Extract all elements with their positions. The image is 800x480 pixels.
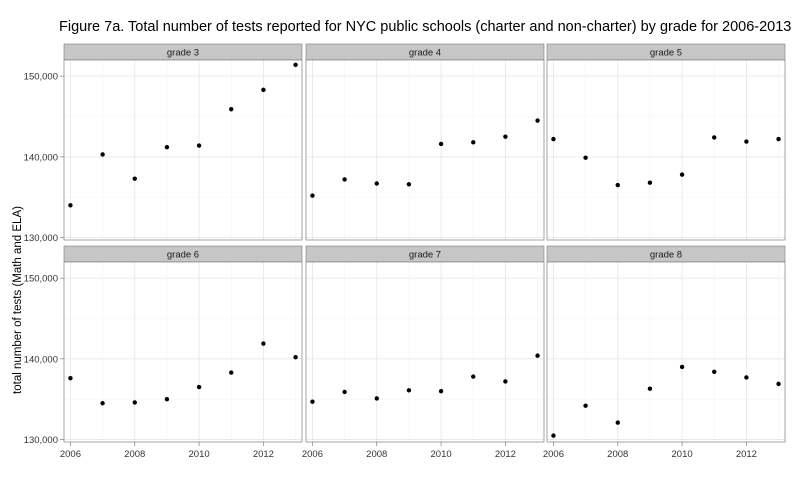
panel-border — [63, 59, 303, 241]
facet-panel-grade-4: grade 4 — [305, 43, 545, 241]
panel-background — [547, 60, 785, 240]
data-point — [229, 370, 234, 375]
facet-panel-grade-6: grade 6 130,000 140,000 150,000 2006 2008 2010… — [24, 245, 303, 460]
data-point — [342, 177, 347, 182]
data-point — [583, 155, 588, 160]
x-tick-label: 2012 — [253, 449, 274, 460]
data-point — [164, 144, 170, 150]
x-tick-label: 2006 — [60, 449, 81, 460]
facet-strip-label: grade 7 — [409, 250, 441, 261]
data-point — [374, 396, 379, 401]
facet-strip-label: grade 8 — [650, 250, 682, 261]
data-point — [471, 140, 476, 145]
data-point — [406, 388, 412, 393]
data-point — [583, 403, 588, 408]
panel-background — [547, 262, 785, 442]
data-point — [196, 143, 202, 148]
data-point — [100, 401, 105, 406]
facet-strip-label: grade 6 — [167, 250, 199, 261]
data-point — [503, 134, 508, 139]
x-tick-label: 2006 — [543, 449, 564, 460]
x-tick-label: 2008 — [366, 449, 387, 460]
data-point — [68, 376, 73, 381]
data-point — [535, 118, 540, 123]
data-point — [712, 135, 717, 140]
chart-title: Figure 7a. Total number of tests reporte… — [59, 19, 791, 35]
data-point — [374, 181, 379, 186]
data-point — [310, 193, 315, 198]
facet-panel-grade-5: grade 5 — [546, 43, 786, 241]
y-tick-label: 130,000 — [24, 233, 58, 244]
facet-panels: grade 3 130,000 140,000 150,000 grade 4 grade… — [24, 43, 786, 460]
data-point — [293, 355, 298, 360]
data-point — [342, 389, 347, 395]
facet-panel-grade-8: grade 8 2006 2008 2010 2012 — [543, 245, 786, 460]
panel-border — [546, 261, 786, 443]
data-point — [712, 369, 717, 374]
panel-border — [546, 59, 786, 241]
panel-border — [305, 261, 545, 443]
data-point — [229, 107, 234, 112]
panel-background — [64, 262, 302, 442]
data-point — [164, 397, 170, 402]
facet-panel-grade-7: grade 7 2006 2008 2010 2012 — [302, 245, 545, 460]
x-tick-label: 2008 — [124, 449, 145, 460]
data-point — [503, 379, 508, 384]
facet-strip-label: grade 5 — [650, 48, 682, 59]
data-point — [776, 136, 781, 142]
data-point — [551, 433, 556, 438]
data-point — [100, 152, 105, 157]
data-point — [744, 139, 749, 144]
data-point — [293, 62, 298, 68]
data-point — [438, 141, 444, 147]
y-tick-label: 140,000 — [24, 152, 58, 163]
facet-strip-label: grade 4 — [409, 48, 441, 59]
y-tick-label: 140,000 — [24, 354, 58, 365]
data-point — [615, 182, 620, 188]
data-point — [679, 364, 685, 370]
data-point — [438, 388, 444, 394]
data-point — [261, 87, 266, 93]
facet-panel-grade-3: grade 3 130,000 140,000 150,000 — [24, 43, 303, 244]
data-point — [132, 400, 137, 405]
panel-background — [306, 262, 544, 442]
data-point — [679, 172, 685, 177]
data-point — [406, 182, 412, 187]
data-point — [776, 381, 781, 387]
data-point — [647, 386, 653, 391]
panel-background — [306, 60, 544, 240]
x-tick-label: 2006 — [302, 449, 323, 460]
data-point — [196, 384, 202, 390]
panel-border — [305, 59, 545, 241]
y-tick-label: 130,000 — [24, 435, 58, 446]
x-tick-label: 2010 — [672, 449, 693, 460]
x-tick-label: 2010 — [189, 449, 210, 460]
y-tick-label: 150,000 — [24, 274, 58, 285]
panel-background — [64, 60, 302, 240]
data-point — [471, 374, 476, 379]
data-point — [261, 341, 266, 346]
data-point — [310, 399, 315, 404]
y-axis-title: total number of tests (Math and ELA) — [12, 206, 24, 394]
x-tick-label: 2010 — [431, 449, 452, 460]
data-point — [615, 420, 620, 425]
data-point — [647, 180, 653, 185]
data-point — [132, 176, 137, 181]
data-point — [535, 353, 540, 358]
x-tick-label: 2012 — [495, 449, 516, 460]
y-tick-label: 150,000 — [24, 72, 58, 83]
data-point — [551, 136, 556, 142]
data-point — [68, 203, 73, 208]
data-point — [744, 375, 749, 380]
facet-strip-label: grade 3 — [167, 48, 199, 59]
x-tick-label: 2008 — [607, 449, 628, 460]
panel-border — [63, 261, 303, 443]
x-tick-label: 2012 — [736, 449, 757, 460]
